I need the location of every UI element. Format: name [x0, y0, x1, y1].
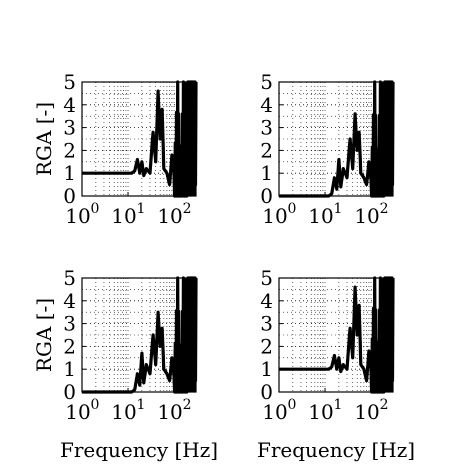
y-tick-label: 3 [63, 312, 76, 336]
y-tick-label: 0 [63, 184, 76, 208]
x-tick-label: 10 [157, 204, 182, 228]
x-tick-exponent: 1 [334, 201, 343, 217]
y-axis-label: RGA [-] [32, 102, 56, 176]
series-dense-region [380, 82, 393, 196]
y-tick-label: 0 [260, 380, 273, 404]
x-tick-exponent: 1 [334, 397, 343, 413]
x-tick-exponent: 2 [380, 201, 389, 217]
y-tick-label: 5 [63, 266, 76, 290]
x-tick-label: 10 [262, 204, 287, 228]
x-tick-exponent: 1 [137, 397, 146, 413]
x-tick-label: 10 [111, 400, 136, 424]
y-tick-label: 4 [63, 93, 76, 117]
series-dense-region [183, 82, 196, 196]
y-tick-label: 5 [260, 266, 273, 290]
x-tick-label: 10 [308, 400, 333, 424]
y-tick-label: 4 [260, 93, 273, 117]
y-tick-label: 2 [260, 334, 273, 358]
plot-frame [278, 277, 394, 393]
x-tick-exponent: 2 [380, 397, 389, 413]
x-tick-exponent: 1 [137, 201, 146, 217]
y-tick-label: 1 [260, 161, 273, 185]
y-tick-label: 4 [63, 289, 76, 313]
y-tick-label: 5 [63, 70, 76, 94]
y-tick-label: 1 [63, 357, 76, 381]
plot-frame [81, 81, 197, 197]
y-tick-label: 2 [63, 334, 76, 358]
x-tick-exponent: 0 [91, 201, 100, 217]
x-axis-label: Frequency [Hz] [60, 438, 218, 462]
plot-frame [278, 81, 394, 197]
y-tick-label: 1 [63, 161, 76, 185]
y-tick-label: 0 [260, 184, 273, 208]
x-tick-label: 10 [354, 204, 379, 228]
x-tick-exponent: 2 [183, 201, 192, 217]
x-tick-label: 10 [354, 400, 379, 424]
x-tick-exponent: 2 [183, 397, 192, 413]
plot-frame [81, 277, 197, 393]
x-tick-label: 10 [65, 400, 90, 424]
y-tick-label: 4 [260, 289, 273, 313]
x-tick-label: 10 [308, 204, 333, 228]
x-axis-label: Frequency [Hz] [257, 438, 415, 462]
series-dense-region [183, 278, 196, 392]
x-tick-exponent: 0 [288, 397, 297, 413]
y-tick-label: 1 [260, 357, 273, 381]
x-tick-label: 10 [65, 204, 90, 228]
y-tick-label: 2 [63, 138, 76, 162]
x-tick-label: 10 [111, 204, 136, 228]
y-tick-label: 2 [260, 138, 273, 162]
x-tick-label: 10 [157, 400, 182, 424]
y-axis-label: RGA [-] [32, 298, 56, 372]
y-tick-label: 5 [260, 70, 273, 94]
x-tick-exponent: 0 [288, 201, 297, 217]
x-tick-label: 10 [262, 400, 287, 424]
series-dense-region [380, 278, 393, 392]
y-tick-label: 3 [63, 116, 76, 140]
y-tick-label: 3 [260, 116, 273, 140]
y-tick-label: 3 [260, 312, 273, 336]
x-tick-exponent: 0 [91, 397, 100, 413]
y-tick-label: 0 [63, 380, 76, 404]
